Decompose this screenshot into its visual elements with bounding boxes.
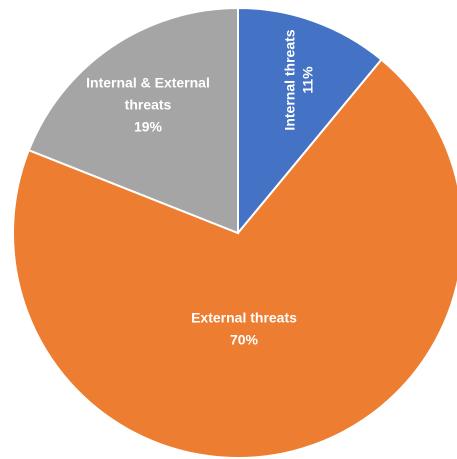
pie-label-internal-threats: Internal threats 11% (282, 29, 316, 130)
pie-slices (12, 6, 457, 459)
pie-slice-internal-threats (237, 6, 383, 236)
pie-slice-internal-external-threats (27, 6, 239, 235)
pie-label-line: 70% (230, 332, 259, 348)
pie-label-line: 11% (300, 66, 316, 94)
pie-label-line: threats (125, 97, 172, 113)
pie-label-line: Internal threats (282, 29, 298, 130)
pie-label-internal-external-threats: Internal & External threats 19% (86, 75, 210, 135)
pie-label-line: 19% (134, 119, 163, 135)
pie-label-line: External threats (191, 310, 297, 326)
pie-slice-external-threats (12, 58, 457, 459)
pie-label-external-threats: External threats 70% (191, 310, 297, 348)
pie-labels: Internal threats 11% External threats 70% In… (86, 29, 316, 347)
pie-label-line: Internal & External (86, 75, 210, 91)
